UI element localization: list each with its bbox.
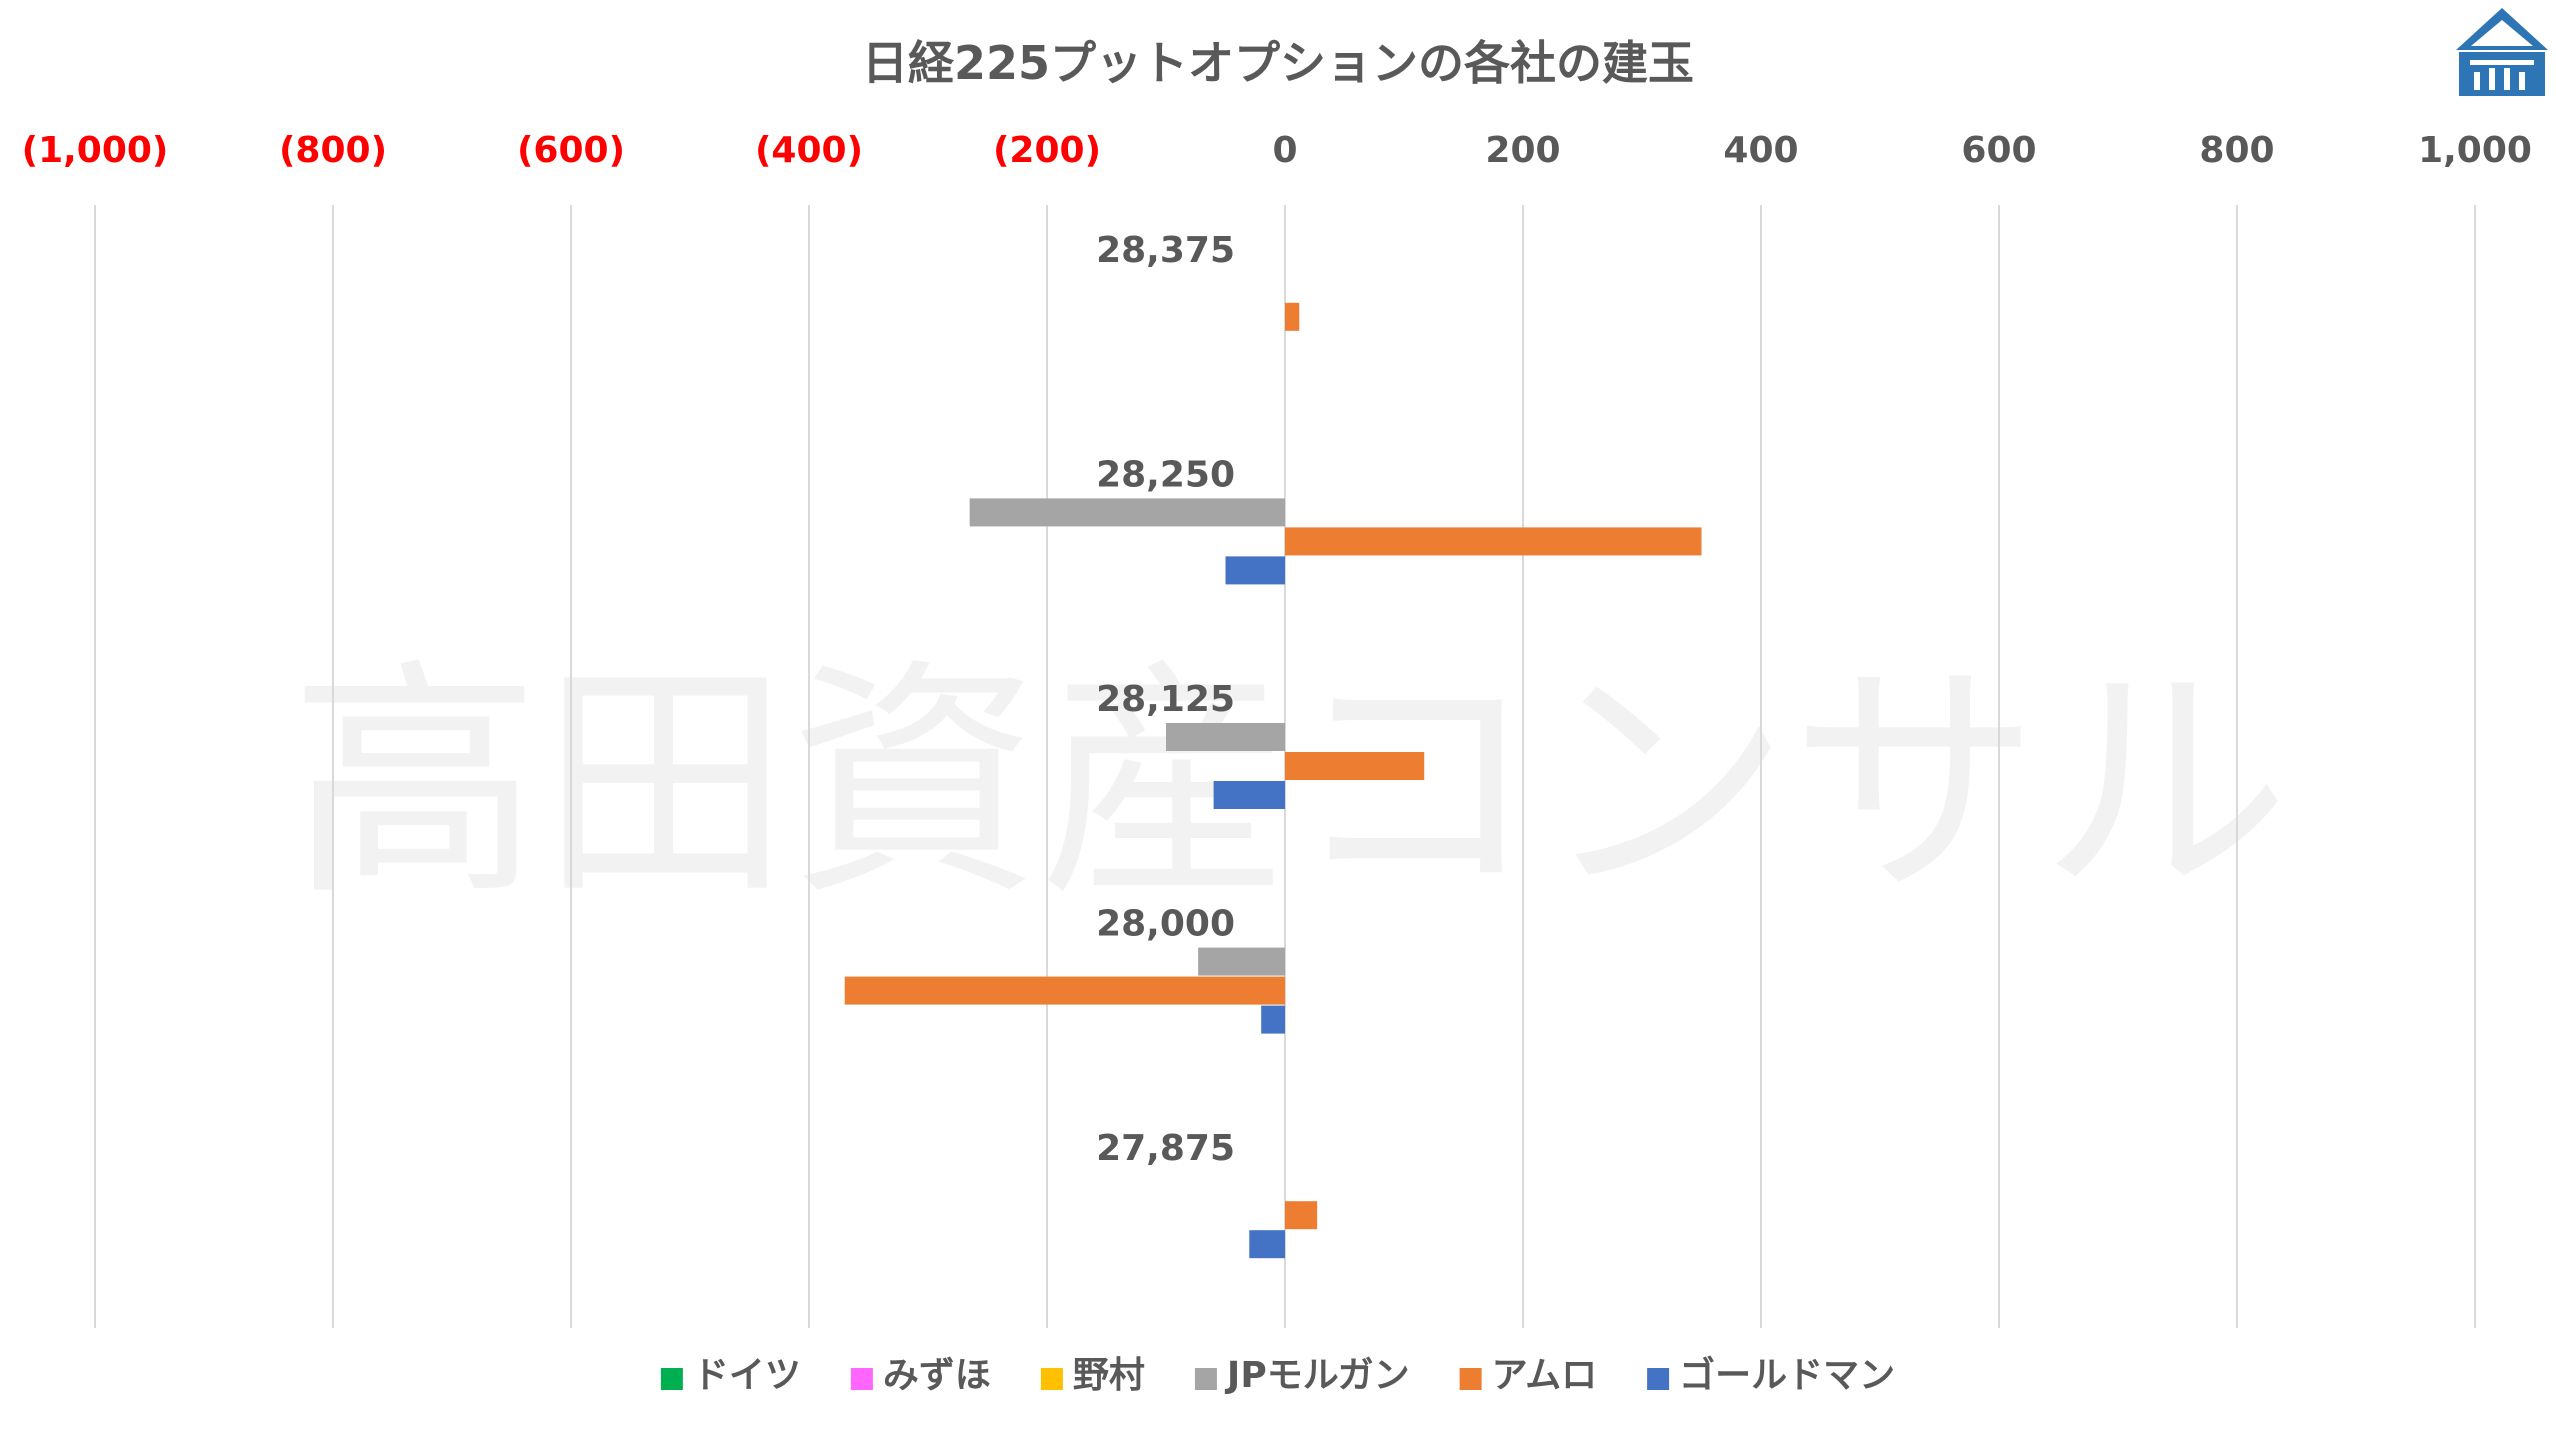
- bar-JPモルガン: [969, 498, 1285, 527]
- category-label: 28,250: [1096, 454, 1235, 495]
- bar-ゴールドマン: [1261, 1005, 1285, 1034]
- category-label: 28,000: [1096, 904, 1235, 945]
- legend: ドイツ みずほ 野村 JPモルガン アムロ ゴールドマン: [660, 1354, 1895, 1396]
- legend-item: ゴールドマン: [1647, 1354, 1895, 1396]
- x-tick-label: 400: [1723, 130, 1798, 171]
- legend-item: みずほ: [850, 1355, 991, 1396]
- legend-item: ドイツ: [660, 1355, 801, 1396]
- category-label: 28,125: [1096, 679, 1235, 720]
- legend-item: JPモルガン: [1194, 1355, 1410, 1396]
- legend-item: 野村: [1040, 1355, 1145, 1396]
- legend-swatch: [1647, 1368, 1670, 1390]
- legend-label: みずほ: [883, 1355, 991, 1396]
- x-tick-label: (200): [993, 130, 1101, 171]
- bar-アムロ: [1285, 752, 1425, 780]
- bar-アムロ: [1285, 302, 1300, 331]
- category-labels: 28,375 28,250 28,125 28,000 27,875: [1096, 230, 1235, 1169]
- legend-label: 野村: [1073, 1355, 1145, 1396]
- bar-JPモルガン: [1198, 947, 1285, 976]
- legend-swatch: [1459, 1368, 1482, 1390]
- x-tick-label: 200: [1485, 130, 1560, 171]
- legend-label: ゴールドマン: [1679, 1354, 1895, 1396]
- legend-label: ドイツ: [693, 1355, 801, 1396]
- x-tick-label: 1,000: [2418, 130, 2532, 171]
- bar-JPモルガン: [1166, 723, 1285, 751]
- legend-swatch: [1194, 1368, 1217, 1390]
- x-tick-label: (600): [517, 130, 625, 171]
- legend-swatch: [1040, 1368, 1063, 1390]
- x-tick-label: 600: [1961, 130, 2036, 171]
- x-tick-label: (400): [755, 130, 863, 171]
- bar-アムロ: [1285, 527, 1702, 556]
- category-label: 28,375: [1096, 230, 1235, 271]
- watermark: 高田資産コンサル: [290, 638, 2290, 929]
- bar-ゴールドマン: [1249, 1230, 1285, 1259]
- legend-item: アムロ: [1459, 1355, 1597, 1396]
- bar-アムロ: [1285, 1201, 1318, 1230]
- bar-アムロ: [844, 976, 1285, 1005]
- x-axis-ticks: (1,000) (800) (600) (400) (200) 0 200 400 600 800…: [22, 130, 2532, 171]
- legend-swatch: [660, 1368, 683, 1390]
- chart-title: 日経225プットオプションの各社の建玉: [862, 36, 1694, 90]
- x-tick-label: (1,000): [22, 130, 169, 171]
- x-tick-label: 800: [2199, 130, 2274, 171]
- legend-swatch: [850, 1368, 873, 1390]
- bar-ゴールドマン: [1225, 556, 1285, 585]
- bars: [844, 302, 1702, 1259]
- house-logo-icon: [2456, 8, 2548, 96]
- bar-ゴールドマン: [1213, 781, 1285, 809]
- legend-label: アムロ: [1492, 1355, 1597, 1396]
- category-label: 27,875: [1096, 1128, 1235, 1169]
- x-tick-label: (800): [279, 130, 387, 171]
- x-tick-label: 0: [1272, 130, 1297, 171]
- legend-label: JPモルガン: [1224, 1355, 1410, 1396]
